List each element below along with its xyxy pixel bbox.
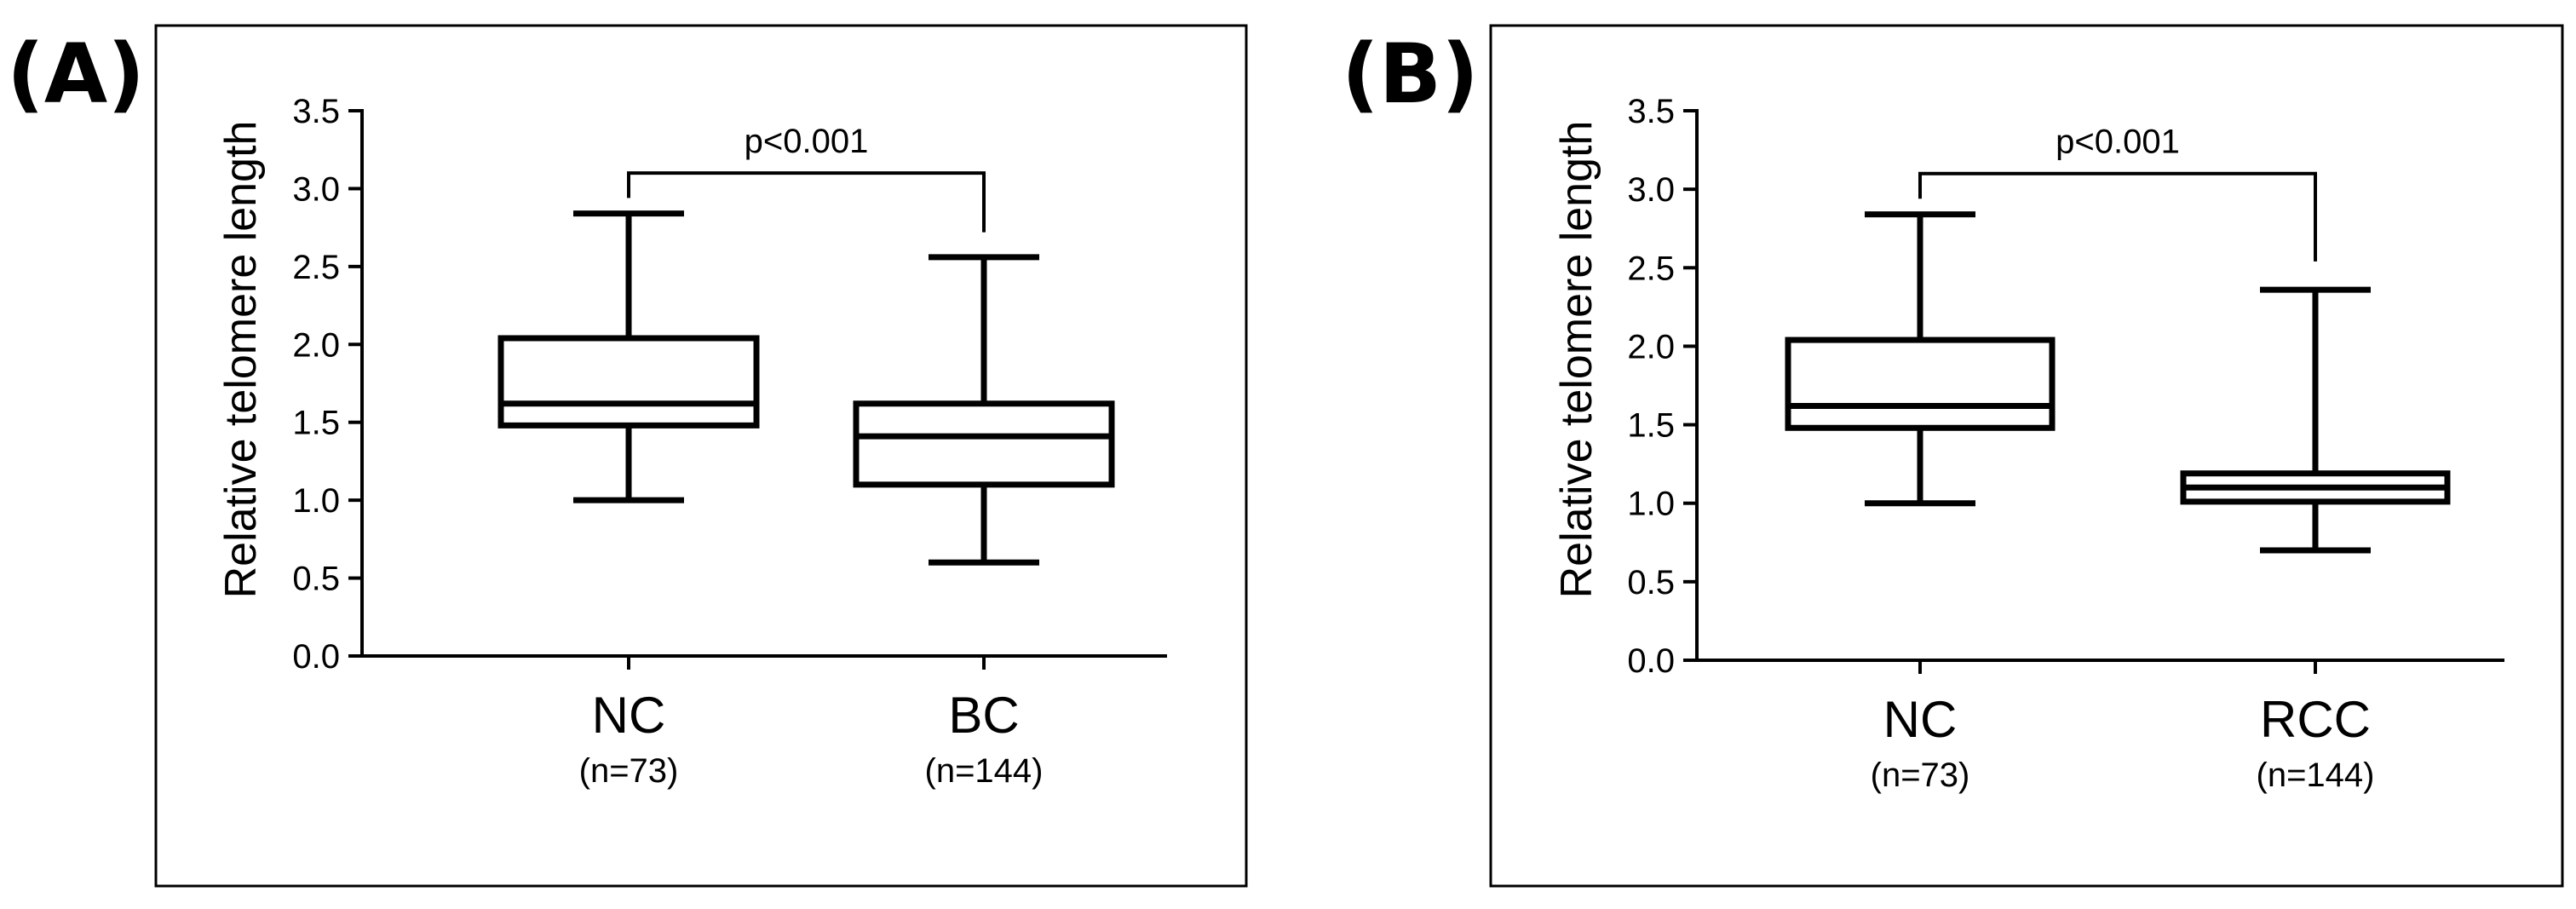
panel-a-y-tick-label: 0.5 [292, 561, 340, 598]
panel-b-category-label: RCC [2260, 691, 2371, 748]
panel-a-box-bc [853, 254, 1115, 566]
panel-b-plot-area: 0.0 0.5 1.0 1.5 2.0 2.5 3.0 3.5 NC (n=73) RCC (n=14… [1627, 93, 2504, 794]
panel-a-category-count: (n=144) [925, 752, 1044, 790]
panel-a: (A) Relative telomere length 0.0 0.5 1.0 1.… [7, 24, 1248, 888]
panel-b-y-tick-label: 2.5 [1627, 250, 1675, 287]
panel-b-y-axis-title: Relative telomere length [1552, 121, 1601, 599]
panel-b-category-label: NC [1883, 691, 1958, 748]
panel-b-y-tick-label: 3.5 [1627, 93, 1675, 130]
iqr-box [1785, 337, 2056, 431]
panel-a-category-count: (n=73) [579, 752, 679, 790]
panel-b-frame [1489, 24, 2564, 888]
panel-b-box-nc [1785, 211, 2056, 507]
panel-b-category-count: (n=144) [2257, 757, 2375, 794]
panel-a-frame [154, 24, 1248, 888]
panel-b-p-value: p<0.001 [2056, 124, 2180, 161]
panel-b-y-tick-label: 2.0 [1627, 328, 1675, 365]
panel-a-y-tick-label: 1.5 [292, 405, 340, 442]
panel-b-y-tick-label: 0.5 [1627, 564, 1675, 601]
panel-b-y-tick-label: 1.5 [1627, 407, 1675, 445]
panel-a-y-axis-title: Relative telomere length [216, 121, 266, 599]
panel-a-label: (A) [7, 26, 145, 122]
panel-a-y-tick-label: 3.0 [292, 170, 340, 208]
panel-a-p-value: p<0.001 [745, 123, 869, 160]
panel-b-category-count: (n=73) [1871, 757, 1970, 794]
iqr-box [497, 335, 760, 429]
iqr-box [853, 400, 1115, 488]
panel-b: (B) Relative telomere length 0.0 0.5 1.0 1.… [1342, 24, 2564, 888]
panel-b-label: (B) [1342, 26, 1479, 122]
panel-a-y-tick-label: 3.5 [292, 93, 340, 130]
panel-a-y-tick-label: 0.0 [292, 638, 340, 676]
panel-a-significance-bracket [627, 171, 986, 233]
panel-a-y-tick-label: 2.0 [292, 326, 340, 364]
panel-b-box-rcc [2180, 286, 2451, 554]
panel-a-category-label: BC [948, 687, 1019, 744]
panel-a-category-label: NC [592, 687, 666, 744]
panel-a-y-tick-label: 2.5 [292, 249, 340, 286]
panel-a-y-tick-label: 1.0 [292, 482, 340, 520]
panel-a-plot-area: 0.0 0.5 1.0 1.5 2.0 2.5 3.0 3.5 NC (n=73) BC (n=144… [292, 93, 1167, 790]
panel-b-y-tick-label: 3.0 [1627, 171, 1675, 209]
panel-b-significance-bracket [1918, 171, 2317, 262]
panel-b-y-tick-label: 1.0 [1627, 486, 1675, 523]
panel-a-box-nc [497, 210, 760, 503]
panel-b-y-tick-label: 0.0 [1627, 642, 1675, 680]
